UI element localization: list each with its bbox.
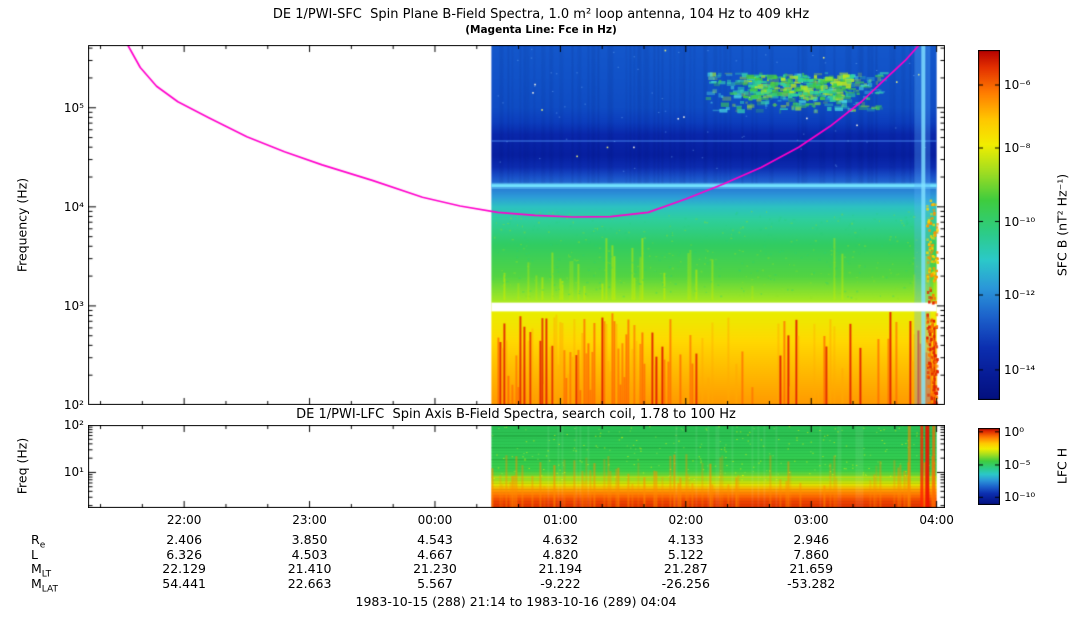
lfc-colorbar-tick-label: 10⁻⁵ [1004, 457, 1031, 472]
ephemeris-value: 4.820 [542, 547, 579, 562]
sfc-colorbar-tick-label: 10⁻¹⁰ [1004, 214, 1036, 229]
ephemeris-value: 2.946 [793, 532, 830, 547]
ephemeris-value: 21.410 [287, 561, 332, 576]
xtick-label: 02:00 [668, 513, 704, 527]
sfc-ytick-label: 10⁵ [63, 100, 84, 115]
lfc-title: DE 1/PWI-LFC Spin Axis B-Field Spectra, … [296, 407, 736, 422]
lfc-ylabel: Freq (Hz) [14, 437, 30, 495]
sfc-colorbar-tick-label: 10⁻¹² [1004, 288, 1036, 302]
lfc-ytick-label: 10² [63, 418, 84, 432]
ephemeris-value: 21.230 [413, 561, 457, 576]
ephemeris-value: 6.326 [166, 547, 203, 562]
ephemeris-value: 3.850 [291, 532, 328, 547]
sfc-colorbar-tick-label: 10⁻⁸ [1004, 141, 1031, 155]
ephemeris-value: 54.441 [162, 576, 207, 591]
ephemeris-row-label-mlt: MLT [31, 561, 52, 580]
lfc-ytick-label: 10¹ [63, 465, 84, 480]
time-caption: 1983-10-15 (288) 21:14 to 1983-10-16 (28… [355, 594, 677, 609]
ephemeris-value: 21.194 [538, 561, 583, 576]
ephemeris-value: 7.860 [793, 547, 830, 562]
ephemeris-row-label-re: Re [31, 532, 46, 551]
xtick-label: 22:00 [166, 513, 202, 527]
ephemeris-value: 21.287 [663, 561, 708, 576]
lfc-spectrogram-canvas [88, 425, 945, 508]
xtick-label: 23:00 [292, 513, 327, 527]
ephemeris-value: 4.667 [417, 547, 453, 562]
xtick-label: 01:00 [543, 513, 578, 527]
ephemeris-row-label-l: L [31, 547, 38, 562]
lfc-colorbar-label: LFC H [1054, 447, 1070, 485]
lfc-colorbar [978, 428, 1000, 505]
sfc-colorbar [978, 50, 1000, 400]
sfc-ytick-label: 10⁴ [63, 199, 84, 214]
sfc-title: DE 1/PWI-SFC Spin Plane B-Field Spectra,… [272, 7, 810, 22]
sfc-colorbar-tick-label: 10⁻¹⁴ [1004, 362, 1036, 377]
ephemeris-value: 2.406 [166, 532, 203, 547]
sfc-colorbar-label: SFC B (nT² Hz⁻¹) [1054, 173, 1070, 277]
ephemeris-value: -9.222 [540, 576, 581, 591]
xtick-label: 00:00 [417, 513, 453, 527]
ephemeris-value: 4.632 [542, 532, 579, 547]
lfc-colorbar-tick-label: 10⁻¹⁰ [1004, 490, 1036, 505]
sfc-spectrogram-canvas [88, 45, 945, 405]
lfc-colorbar-tick-label: 10⁰ [1004, 424, 1025, 439]
ephemeris-row-label-mlat: MLAT [31, 576, 58, 595]
sfc-ytick-label: 10² [63, 398, 84, 412]
sfc-ylabel: Frequency (Hz) [14, 177, 30, 273]
ephemeris-value: -26.256 [661, 576, 710, 591]
sfc-subtitle: (Magenta Line: Fce in Hz) [465, 24, 617, 36]
ephemeris-value: 22.663 [287, 576, 332, 591]
ephemeris-value: 22.129 [162, 561, 207, 576]
xtick-label: 04:00 [919, 513, 954, 527]
ephemeris-value: 5.567 [417, 576, 453, 591]
ephemeris-value: 4.503 [291, 547, 328, 562]
sfc-colorbar-tick-label: 10⁻⁶ [1004, 78, 1031, 92]
ephemeris-value: 5.122 [667, 547, 704, 562]
ephemeris-value: 4.543 [417, 532, 453, 547]
sfc-ytick-label: 10³ [63, 298, 84, 313]
ephemeris-value: 4.133 [667, 532, 704, 547]
ephemeris-value: -53.282 [787, 576, 836, 591]
ephemeris-value: 21.659 [789, 561, 834, 576]
xtick-label: 03:00 [793, 513, 829, 527]
